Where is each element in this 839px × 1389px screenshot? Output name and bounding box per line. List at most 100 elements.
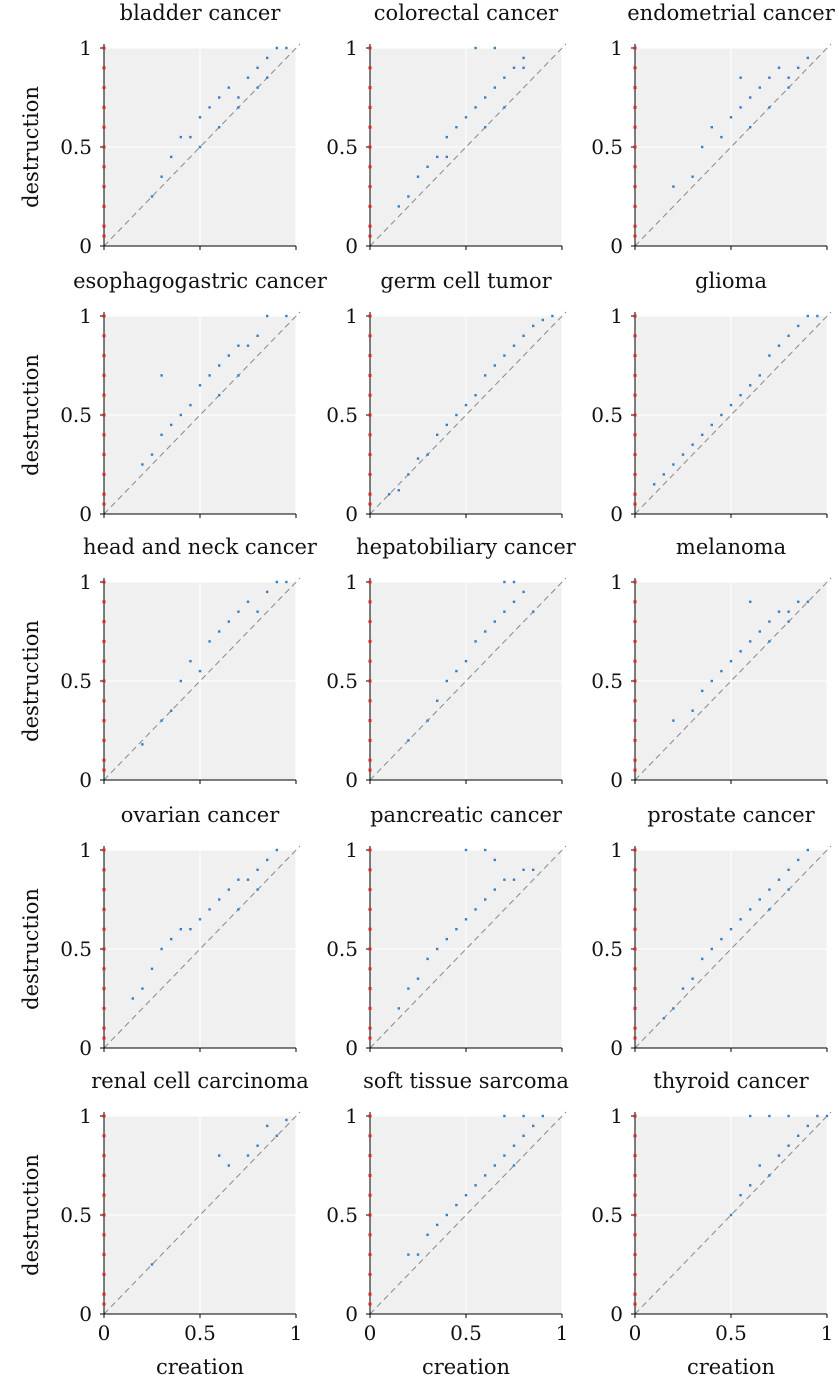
zero-creation-point <box>102 204 106 208</box>
panel-melanoma: 0 0.5 1 melanoma <box>591 535 832 792</box>
x-axis-label: creation <box>687 1355 775 1379</box>
y-axis-label: destruction <box>19 86 43 208</box>
y-tick-label: 0.5 <box>326 669 358 693</box>
data-point <box>758 86 761 89</box>
x-tick-label: 0 <box>364 1321 377 1345</box>
data-point <box>825 1114 829 1118</box>
y-tick-label: 1 <box>610 1104 623 1128</box>
data-point <box>701 145 704 149</box>
data-point <box>266 1124 269 1128</box>
zero-creation-point <box>368 719 372 723</box>
x-axis-label: creation <box>422 1355 510 1379</box>
zero-creation-point <box>102 1302 106 1306</box>
data-point <box>806 56 809 60</box>
data-point <box>493 364 496 367</box>
zero-creation-point <box>368 907 372 911</box>
zero-creation-point <box>633 165 637 169</box>
zero-creation-point <box>633 1154 637 1158</box>
zero-creation-point <box>633 204 637 208</box>
zero-creation-point <box>102 105 106 109</box>
zero-creation-point <box>633 1292 637 1296</box>
zero-creation-point <box>633 314 637 318</box>
zero-creation-point <box>633 185 637 189</box>
y-tick-label: 1 <box>610 304 623 328</box>
data-point <box>749 384 752 387</box>
data-point <box>739 106 742 109</box>
data-point <box>749 600 752 603</box>
data-point <box>189 928 192 931</box>
panel-title: melanoma <box>676 535 786 559</box>
data-point <box>758 630 761 633</box>
zero-creation-point <box>102 393 106 397</box>
diagonal-line <box>634 1111 832 1315</box>
y-tick-label: 0 <box>345 1036 358 1060</box>
data-point <box>246 878 250 881</box>
data-point <box>160 175 163 178</box>
zero-creation-point <box>102 373 106 377</box>
data-point <box>426 719 429 722</box>
zero-creation-point <box>368 1114 372 1118</box>
data-point <box>768 354 771 357</box>
zero-creation-point <box>633 620 637 624</box>
data-point <box>416 457 420 460</box>
data-point <box>237 610 240 613</box>
data-point <box>768 620 771 623</box>
data-point <box>218 364 221 367</box>
y-tick-label: 0.5 <box>326 1203 358 1227</box>
data-point <box>237 878 240 881</box>
data-point <box>464 116 468 119</box>
data-point <box>691 175 694 178</box>
zero-creation-point <box>368 868 372 872</box>
data-point <box>541 1114 544 1118</box>
data-point <box>198 116 202 119</box>
data-point <box>710 423 713 427</box>
data-point <box>532 1124 535 1128</box>
data-point <box>729 116 733 119</box>
diagonal-line <box>369 311 567 515</box>
zero-creation-point <box>102 1154 106 1158</box>
data-point <box>436 433 439 436</box>
zero-creation-point <box>633 145 637 149</box>
data-point <box>720 937 723 941</box>
data-point <box>797 858 800 862</box>
zero-creation-point <box>102 224 106 228</box>
data-point <box>493 86 496 89</box>
zero-creation-point <box>633 947 637 951</box>
zero-creation-point <box>368 334 372 338</box>
data-point <box>701 689 704 693</box>
zero-creation-point <box>102 46 106 50</box>
y-tick-label: 0 <box>610 768 623 792</box>
data-point <box>160 947 163 951</box>
zero-creation-point <box>368 1154 372 1158</box>
y-axis-label: destruction <box>19 354 43 476</box>
zero-creation-point <box>633 768 637 772</box>
y-tick-label: 1 <box>79 570 92 594</box>
zero-creation-point <box>633 967 637 971</box>
y-tick-label: 0 <box>79 1302 92 1326</box>
data-point <box>522 334 525 337</box>
panel-hepatobiliary-cancer: 0 0.5 1 hepatobiliary cancer <box>326 535 577 792</box>
data-point <box>512 878 516 881</box>
panel-title: glioma <box>695 269 767 293</box>
zero-creation-point <box>102 738 106 742</box>
zero-creation-point <box>102 1114 106 1118</box>
zero-creation-point <box>633 1114 637 1118</box>
data-point <box>436 1223 439 1227</box>
data-point <box>131 997 134 1000</box>
zero-creation-point <box>633 453 637 457</box>
data-point <box>189 660 192 663</box>
panel-bladder-cancer: 0 0.5 1 bladder cancer destruction <box>19 1 301 258</box>
data-point <box>464 848 468 852</box>
data-point <box>816 314 819 318</box>
data-point <box>710 947 713 951</box>
zero-creation-point <box>368 1193 372 1197</box>
zero-creation-point <box>102 1193 106 1197</box>
data-point <box>416 175 420 178</box>
data-point <box>672 719 675 722</box>
x-tick-label: 1 <box>821 1321 834 1345</box>
data-point <box>275 46 278 50</box>
data-point <box>681 987 685 990</box>
data-point <box>436 947 439 951</box>
data-point <box>777 878 781 881</box>
data-point <box>464 660 468 663</box>
